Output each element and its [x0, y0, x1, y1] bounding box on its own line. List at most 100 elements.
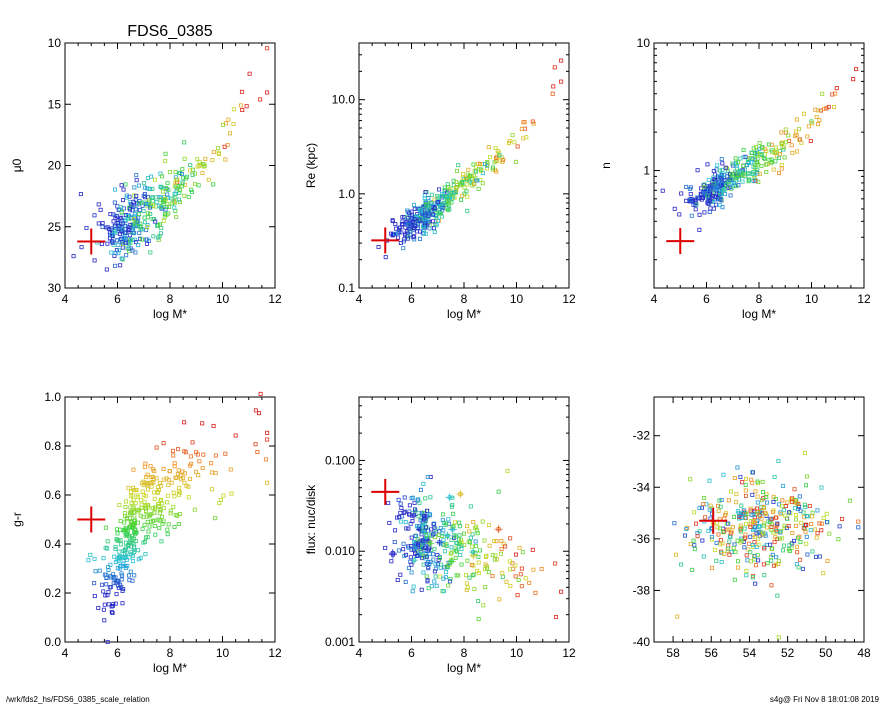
data-point — [729, 489, 734, 494]
data-point — [124, 253, 129, 258]
data-point — [109, 604, 114, 609]
data-point — [446, 208, 451, 213]
data-point — [756, 558, 761, 563]
data-point — [98, 207, 103, 212]
data-point — [401, 510, 406, 515]
x-tick-label: 12 — [562, 292, 576, 306]
data-point — [785, 516, 790, 521]
data-point — [465, 558, 470, 563]
data-point — [413, 223, 418, 228]
data-point — [739, 503, 744, 508]
data-point — [764, 170, 769, 175]
data-point — [707, 507, 712, 512]
data-point — [441, 512, 446, 517]
data-point — [550, 91, 555, 96]
data-point — [750, 171, 755, 176]
data-point — [427, 226, 432, 231]
panel-2: 4 6 8 10 12 0.1 1.0 10.0 log M* Re (kpc) — [304, 42, 576, 321]
data-point — [734, 500, 739, 505]
data-point — [424, 574, 429, 579]
data-point — [173, 169, 178, 174]
data-point — [513, 574, 518, 579]
data-point — [143, 461, 148, 466]
data-point — [513, 159, 518, 164]
data-point — [432, 547, 437, 552]
data-point — [165, 201, 170, 206]
data-point — [730, 525, 735, 530]
data-point — [490, 165, 495, 170]
data-point — [130, 507, 135, 512]
data-point — [145, 215, 150, 220]
data-point — [435, 562, 440, 567]
data-point — [165, 181, 170, 186]
data-point — [189, 187, 194, 192]
data-point — [168, 511, 173, 516]
data-point — [728, 193, 733, 198]
data-point — [144, 241, 149, 246]
data-point — [410, 513, 415, 518]
data-point — [129, 541, 134, 546]
data-point — [685, 525, 690, 530]
x-tick-label: 4 — [62, 292, 69, 306]
data-point — [433, 574, 438, 579]
data-point — [390, 218, 395, 223]
data-point — [742, 545, 747, 550]
data-point — [708, 516, 713, 521]
data-point — [398, 519, 403, 524]
data-point — [141, 181, 146, 186]
data-point — [469, 544, 474, 549]
data-point — [492, 539, 497, 544]
data-point — [480, 519, 485, 524]
data-point — [508, 583, 513, 588]
data-point — [462, 185, 467, 190]
data-point — [785, 500, 790, 505]
data-point — [118, 563, 123, 568]
x-tick-label: 8 — [461, 646, 468, 660]
data-point — [172, 464, 177, 469]
data-point — [223, 157, 228, 162]
data-point — [521, 136, 526, 141]
data-point — [115, 531, 120, 536]
data-point — [773, 497, 778, 502]
scatter-points — [383, 468, 564, 621]
data-point — [730, 161, 735, 166]
data-point — [150, 506, 155, 511]
data-point — [454, 168, 459, 173]
data-point — [101, 556, 106, 561]
data-point — [465, 585, 470, 590]
data-point — [457, 541, 462, 546]
data-point — [439, 534, 444, 539]
data-point — [396, 548, 401, 553]
data-point — [433, 566, 438, 571]
data-point — [721, 186, 726, 191]
y-axis-label: flux: nuc/disk — [304, 484, 318, 554]
data-point — [136, 243, 141, 248]
data-point — [129, 519, 134, 524]
data-point — [432, 521, 437, 526]
data-point — [137, 230, 142, 235]
data-point — [96, 221, 101, 226]
panel-1: 4 6 8 10 12 10 15 20 25 30 log M* μ0 — [10, 36, 282, 321]
data-point — [406, 565, 411, 570]
data-point — [450, 502, 455, 507]
data-point — [451, 511, 456, 516]
data-point — [159, 206, 164, 211]
data-point — [432, 531, 437, 536]
data-point — [805, 514, 810, 519]
data-point — [413, 507, 418, 512]
data-point — [209, 461, 214, 466]
data-point — [137, 224, 142, 229]
data-point — [92, 556, 97, 561]
data-point — [178, 490, 183, 495]
data-point — [736, 183, 741, 188]
data-point — [427, 545, 432, 550]
data-point — [435, 218, 440, 223]
data-point — [755, 160, 760, 165]
data-point — [748, 522, 753, 527]
data-point — [692, 547, 697, 552]
data-point — [735, 538, 740, 543]
data-point — [760, 498, 765, 503]
data-point — [106, 567, 111, 572]
data-point — [743, 482, 748, 487]
